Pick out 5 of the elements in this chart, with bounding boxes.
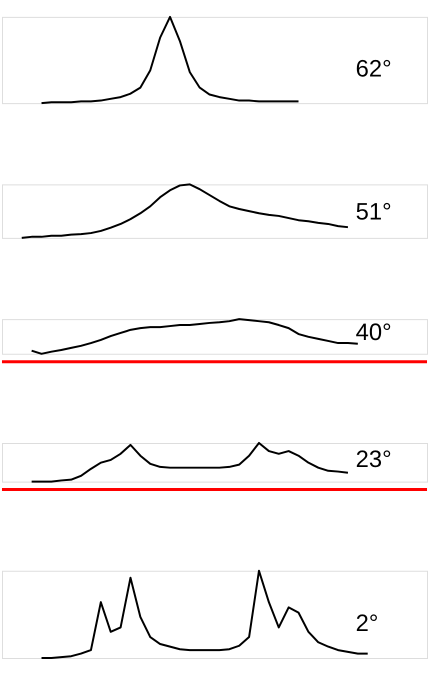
annotation: 62°: [356, 56, 392, 83]
annotation: 23°: [356, 446, 392, 473]
annotation: 2°: [356, 610, 378, 638]
annotation: 40°: [356, 319, 392, 346]
annotation: 51°: [356, 198, 392, 226]
